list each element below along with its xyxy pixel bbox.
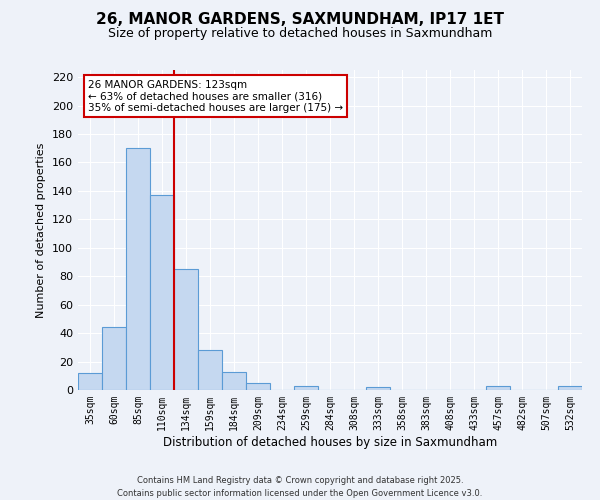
Text: 26, MANOR GARDENS, SAXMUNDHAM, IP17 1ET: 26, MANOR GARDENS, SAXMUNDHAM, IP17 1ET [96,12,504,28]
Y-axis label: Number of detached properties: Number of detached properties [37,142,46,318]
Text: Size of property relative to detached houses in Saxmundham: Size of property relative to detached ho… [108,28,492,40]
Bar [222,372,246,390]
Bar [198,350,222,390]
Bar [366,387,390,390]
Text: 26 MANOR GARDENS: 123sqm
← 63% of detached houses are smaller (316)
35% of semi-: 26 MANOR GARDENS: 123sqm ← 63% of detach… [88,80,343,113]
Bar [486,386,510,390]
Bar [78,373,102,390]
Bar [294,386,318,390]
X-axis label: Distribution of detached houses by size in Saxmundham: Distribution of detached houses by size … [163,436,497,448]
Bar [558,386,582,390]
Bar [126,148,150,390]
Bar [174,269,198,390]
Text: Contains HM Land Registry data © Crown copyright and database right 2025.
Contai: Contains HM Land Registry data © Crown c… [118,476,482,498]
Bar [102,328,126,390]
Bar [150,195,174,390]
Bar [246,383,270,390]
